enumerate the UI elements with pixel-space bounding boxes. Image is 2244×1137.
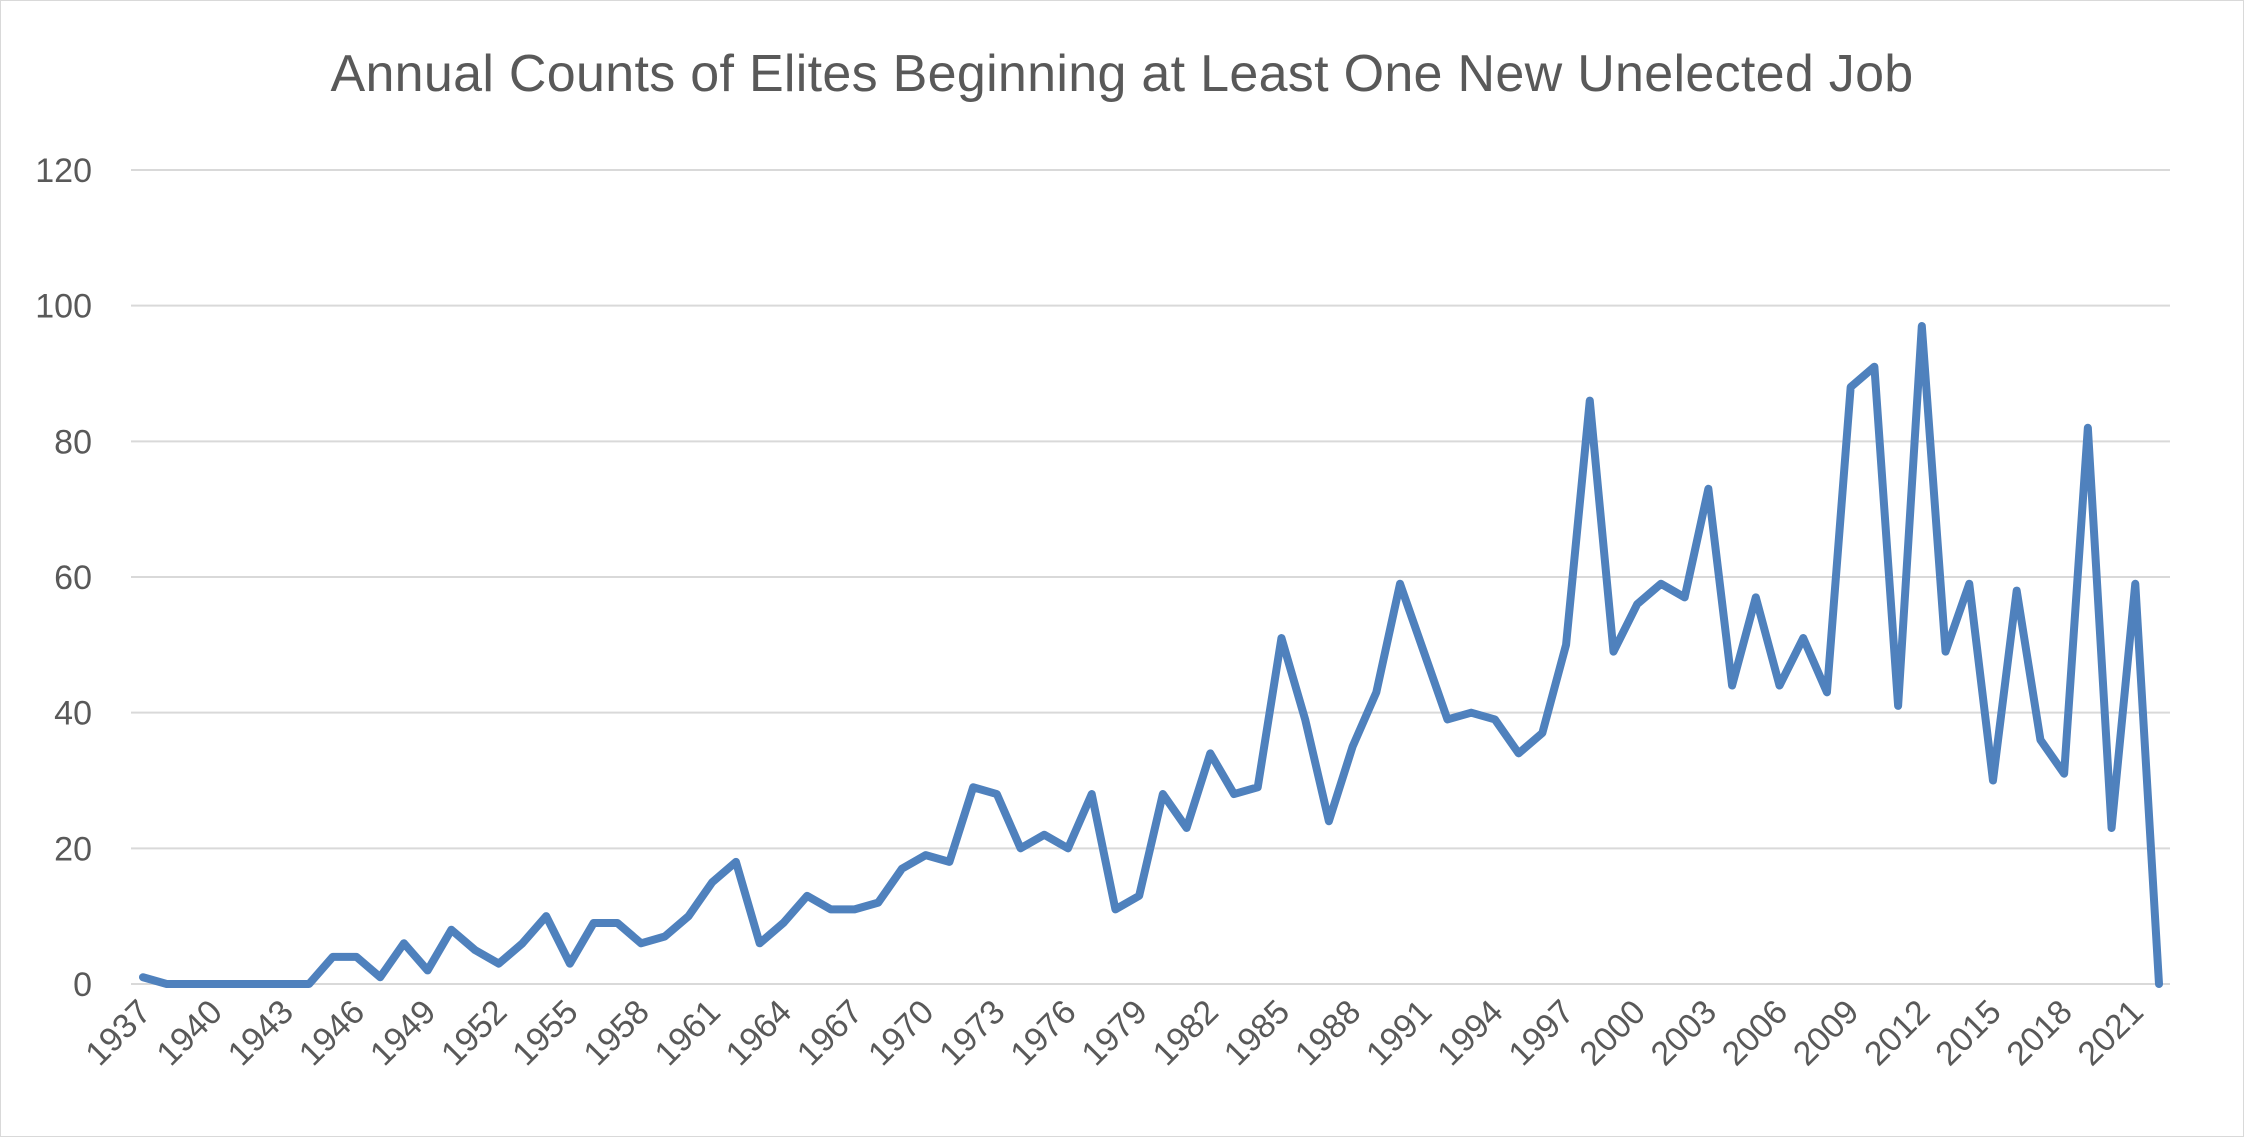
y-axis-tick-labels: 0 20 40 60 80 100 120 — [35, 152, 92, 1004]
y-tick-label: 20 — [54, 830, 92, 868]
x-tick-label: 2000 — [1573, 993, 1653, 1073]
x-tick-label: 1937 — [78, 993, 158, 1073]
x-tick-label: 2018 — [1999, 993, 2079, 1073]
y-tick-label: 80 — [54, 423, 92, 461]
x-tick-label: 1973 — [932, 993, 1012, 1073]
x-tick-label: 2009 — [1786, 993, 1866, 1073]
series-line-0 — [139, 322, 2163, 988]
x-tick-label: 1949 — [363, 993, 443, 1073]
x-tick-label: 1976 — [1003, 993, 1083, 1073]
x-tick-label: 1955 — [505, 993, 585, 1073]
x-tick-label: 2003 — [1644, 993, 1724, 1073]
x-tick-label: 1952 — [434, 993, 514, 1073]
x-tick-label: 1994 — [1430, 993, 1510, 1073]
y-tick-label: 120 — [35, 152, 92, 190]
x-tick-label: 1991 — [1359, 993, 1439, 1073]
y-tick-label: 60 — [54, 559, 92, 597]
x-tick-label: 1964 — [719, 993, 799, 1073]
y-tick-label: 0 — [73, 966, 92, 1004]
x-tick-label: 2015 — [1928, 993, 2008, 1073]
x-tick-label: 1958 — [576, 993, 656, 1073]
x-tick-label: 1985 — [1217, 993, 1297, 1073]
x-tick-label: 1967 — [790, 993, 870, 1073]
x-tick-label: 1982 — [1146, 993, 1226, 1073]
x-tick-label: 2021 — [2071, 993, 2151, 1073]
x-tick-label: 1970 — [861, 993, 941, 1073]
x-tick-label: 2006 — [1715, 993, 1795, 1073]
y-tick-label: 40 — [54, 695, 92, 733]
y-tick-label: 100 — [35, 288, 92, 326]
gridlines — [131, 169, 2170, 985]
x-tick-label: 1940 — [149, 993, 229, 1073]
x-tick-label: 1997 — [1501, 993, 1581, 1073]
x-tick-label: 1961 — [648, 993, 728, 1073]
x-tick-label: 1988 — [1288, 993, 1368, 1073]
x-tick-label: 1979 — [1074, 993, 1154, 1073]
series-layer — [139, 322, 2163, 988]
x-axis-tick-labels: 1937194019431946194919521955195819611964… — [78, 993, 2151, 1073]
x-tick-label: 1946 — [292, 993, 372, 1073]
x-tick-label: 1943 — [221, 993, 301, 1073]
chart-title: Annual Counts of Elites Beginning at Lea… — [330, 45, 1914, 103]
x-tick-label: 2012 — [1857, 993, 1937, 1073]
